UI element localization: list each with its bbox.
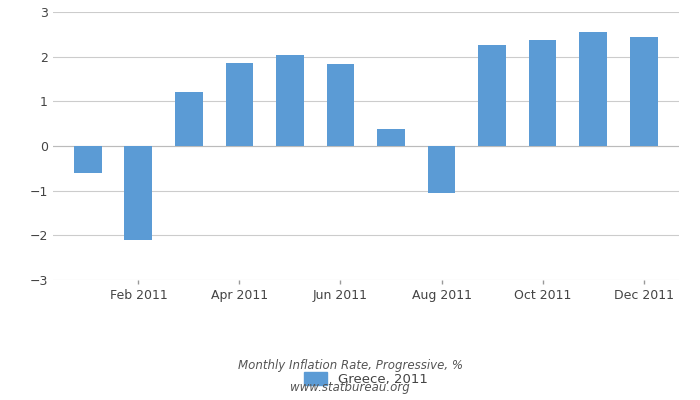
Legend: Greece, 2011: Greece, 2011 <box>304 372 428 386</box>
Bar <box>478 45 506 146</box>
Bar <box>327 64 354 146</box>
Bar <box>175 92 203 146</box>
Text: Monthly Inflation Rate, Progressive, %: Monthly Inflation Rate, Progressive, % <box>237 360 463 372</box>
Bar <box>428 146 456 193</box>
Bar <box>528 40 556 146</box>
Bar <box>276 55 304 146</box>
Bar <box>125 146 153 240</box>
Text: www.statbureau.org: www.statbureau.org <box>290 382 410 394</box>
Bar <box>74 146 102 173</box>
Bar <box>377 129 405 146</box>
Bar <box>579 32 607 146</box>
Bar <box>630 38 657 146</box>
Bar <box>225 63 253 146</box>
